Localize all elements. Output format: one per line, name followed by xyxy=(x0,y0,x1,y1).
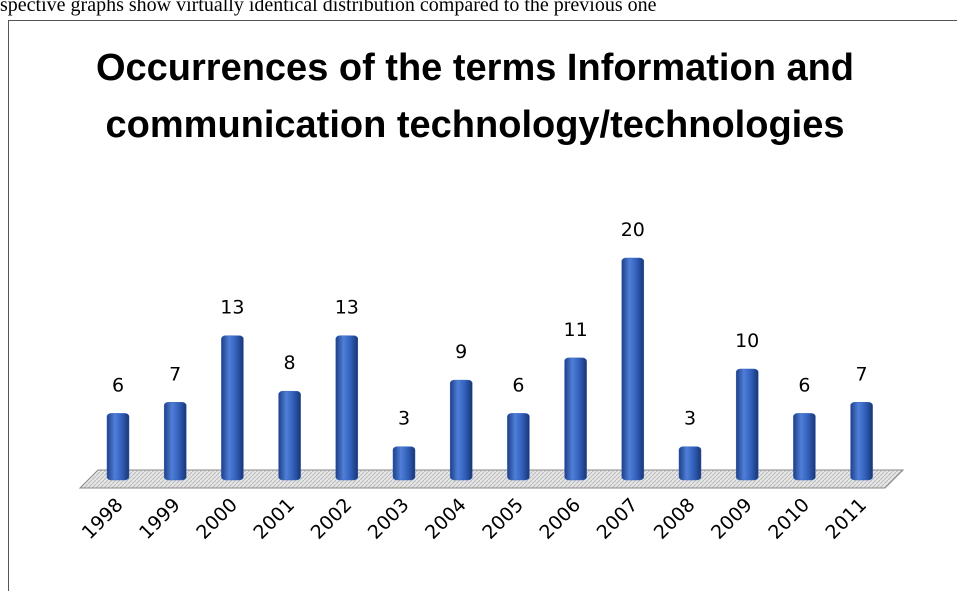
x-tick-label: 2005 xyxy=(478,494,528,544)
bar xyxy=(278,390,301,481)
x-tick-label: 2003 xyxy=(364,494,414,544)
data-label: 20 xyxy=(621,219,645,241)
bar xyxy=(793,413,816,481)
x-tick-label: 2008 xyxy=(650,494,700,544)
x-tick-label: 1999 xyxy=(135,494,185,544)
chart: 6 1998 7 1999 13 2000 8 2001 13 2002 3 2003 9 2004 6 20… xyxy=(78,219,905,544)
bar xyxy=(678,446,702,481)
x-tick-label: 2011 xyxy=(821,494,871,544)
data-label: 3 xyxy=(398,408,410,430)
bar xyxy=(106,413,130,481)
bar xyxy=(335,335,359,481)
x-tick-label: 2001 xyxy=(249,494,299,544)
x-tick-label: 2000 xyxy=(192,494,242,544)
x-tick-label: 2004 xyxy=(421,494,471,544)
data-label: 10 xyxy=(735,330,759,352)
data-label: 9 xyxy=(455,341,467,363)
data-label: 11 xyxy=(564,319,588,341)
data-label: 7 xyxy=(856,363,868,385)
chart-title: Occurrences of the terms Information and… xyxy=(95,47,855,146)
x-tick-label: 2009 xyxy=(707,494,757,544)
data-label: 6 xyxy=(112,374,124,396)
bar xyxy=(392,446,416,481)
bar xyxy=(449,379,473,481)
x-tick-label: 2010 xyxy=(764,494,814,544)
x-tick-label: 1998 xyxy=(78,494,128,544)
data-label: 3 xyxy=(684,408,696,430)
caption: spective graphs show virtually identical… xyxy=(0,0,657,16)
bar xyxy=(507,413,530,481)
x-tick-label: 2007 xyxy=(593,494,643,544)
bar xyxy=(735,368,759,481)
floor xyxy=(78,469,905,489)
data-label: 7 xyxy=(169,363,181,385)
chart-frame xyxy=(8,20,957,591)
x-tick-label: 2002 xyxy=(307,494,357,544)
bar xyxy=(163,402,187,481)
bar xyxy=(850,402,873,481)
bar xyxy=(564,357,587,481)
data-label: 6 xyxy=(798,374,810,396)
data-label: 13 xyxy=(220,297,244,319)
x-tick-label: 2006 xyxy=(535,494,585,544)
bar xyxy=(621,257,645,481)
data-label: 6 xyxy=(512,374,524,396)
bar xyxy=(221,335,244,481)
data-label: 8 xyxy=(284,352,296,374)
data-label: 13 xyxy=(335,297,359,319)
